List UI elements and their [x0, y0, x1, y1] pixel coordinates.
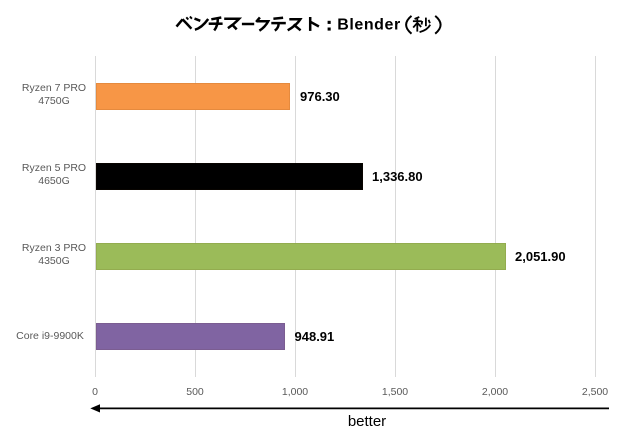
svg-text:better: better [348, 413, 386, 430]
svg-text:Blender: Blender [337, 16, 400, 33]
